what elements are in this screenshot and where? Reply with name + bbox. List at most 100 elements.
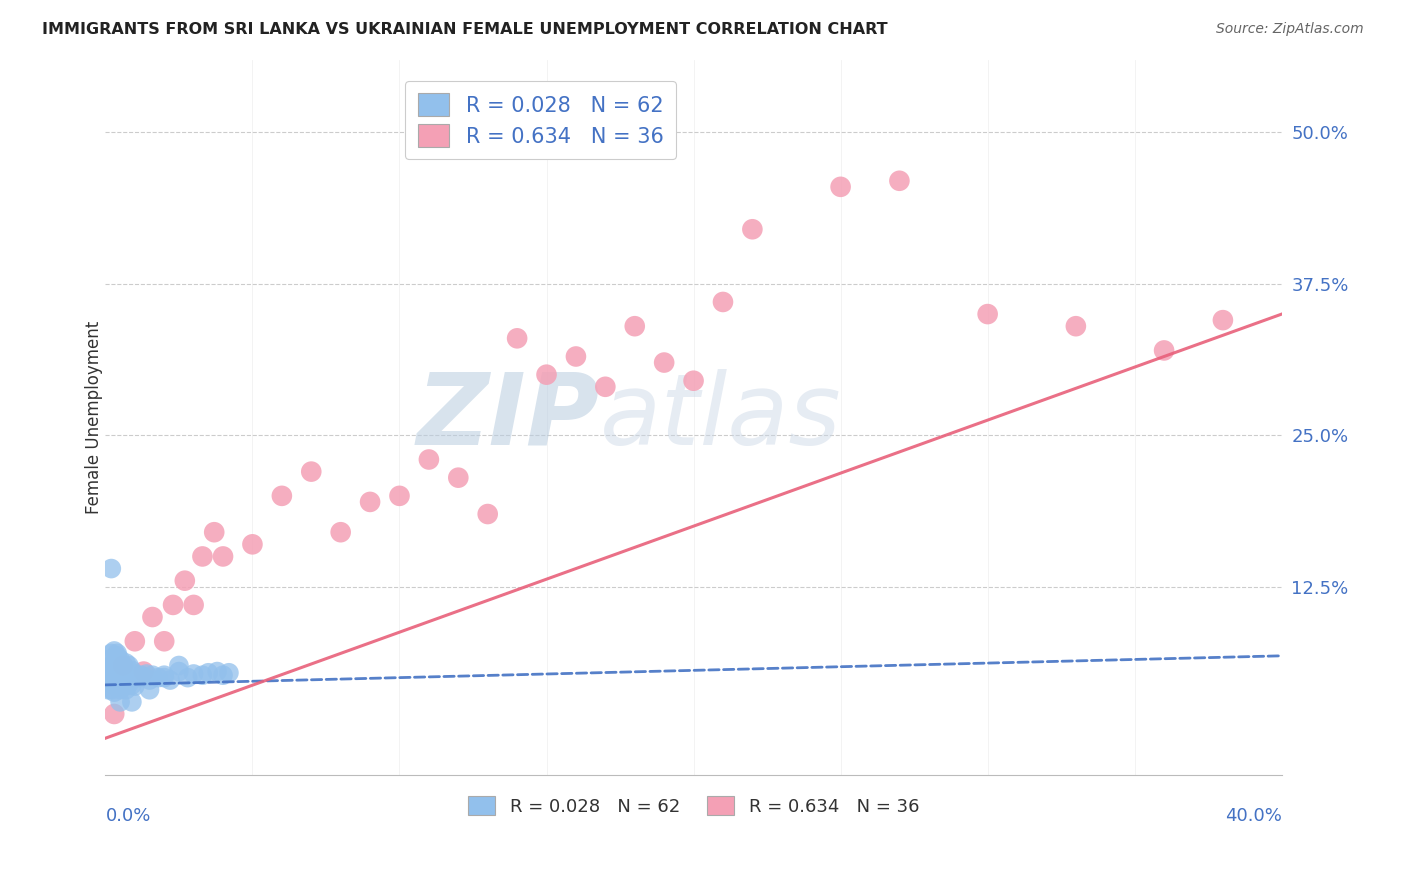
Point: [132, 665, 155, 679]
Point: [506, 331, 529, 345]
Point: [138, 673, 160, 687]
Point: [118, 658, 141, 673]
Point: [976, 307, 998, 321]
Point: [124, 671, 146, 685]
Point: [477, 507, 499, 521]
Point: [135, 667, 157, 681]
Point: [115, 665, 138, 680]
Point: [536, 368, 558, 382]
Point: [115, 682, 138, 697]
Point: [682, 374, 704, 388]
Point: [329, 525, 352, 540]
Point: [447, 471, 470, 485]
Point: [108, 695, 131, 709]
Point: [652, 355, 675, 369]
Point: [103, 706, 125, 721]
Point: [153, 671, 176, 685]
Point: [191, 668, 214, 682]
Point: [197, 665, 219, 680]
Point: [202, 525, 225, 540]
Point: [100, 658, 122, 673]
Point: [112, 671, 135, 685]
Point: [124, 667, 146, 681]
Point: [100, 682, 122, 697]
Point: [124, 679, 146, 693]
Text: ZIP: ZIP: [416, 368, 599, 466]
Point: [97, 665, 120, 679]
Point: [103, 673, 125, 687]
Point: [153, 668, 176, 682]
Point: [173, 574, 195, 588]
Point: [218, 665, 240, 680]
Point: [121, 664, 143, 678]
Point: [115, 656, 138, 670]
Point: [118, 676, 141, 690]
Point: [1064, 319, 1087, 334]
Point: [595, 380, 617, 394]
Point: [212, 549, 235, 564]
Point: [889, 174, 911, 188]
Point: [121, 678, 143, 692]
Point: [132, 669, 155, 683]
Point: [1153, 343, 1175, 358]
Point: [418, 452, 440, 467]
Point: [830, 179, 852, 194]
Point: [359, 495, 381, 509]
Point: [118, 665, 141, 679]
Point: [103, 685, 125, 699]
Point: [388, 489, 411, 503]
Point: [153, 634, 176, 648]
Point: [167, 658, 190, 673]
Point: [100, 671, 122, 685]
Text: 40.0%: 40.0%: [1225, 806, 1282, 825]
Point: [100, 676, 122, 690]
Point: [162, 598, 184, 612]
Point: [103, 644, 125, 658]
Point: [141, 668, 163, 682]
Point: [129, 668, 152, 682]
Point: [108, 671, 131, 685]
Point: [103, 665, 125, 679]
Point: [177, 671, 200, 685]
Point: [205, 665, 228, 679]
Point: [108, 661, 131, 675]
Point: [100, 647, 122, 661]
Text: IMMIGRANTS FROM SRI LANKA VS UKRAINIAN FEMALE UNEMPLOYMENT CORRELATION CHART: IMMIGRANTS FROM SRI LANKA VS UKRAINIAN F…: [42, 22, 887, 37]
Point: [623, 319, 645, 334]
Text: 0.0%: 0.0%: [105, 806, 150, 825]
Point: [105, 681, 128, 695]
Point: [108, 652, 131, 666]
Point: [270, 489, 292, 503]
Point: [112, 658, 135, 673]
Point: [100, 561, 122, 575]
Point: [112, 658, 135, 673]
Point: [103, 656, 125, 670]
Point: [97, 682, 120, 697]
Y-axis label: Female Unemployment: Female Unemployment: [86, 320, 103, 514]
Point: [711, 295, 734, 310]
Point: [105, 668, 128, 682]
Point: [112, 668, 135, 682]
Point: [103, 658, 125, 673]
Point: [1212, 313, 1234, 327]
Point: [105, 647, 128, 661]
Point: [108, 682, 131, 697]
Point: [741, 222, 763, 236]
Point: [183, 598, 205, 612]
Text: Source: ZipAtlas.com: Source: ZipAtlas.com: [1216, 22, 1364, 37]
Point: [191, 549, 214, 564]
Point: [183, 667, 205, 681]
Point: [141, 610, 163, 624]
Point: [242, 537, 264, 551]
Point: [105, 658, 128, 673]
Point: [127, 671, 149, 685]
Point: [124, 634, 146, 648]
Point: [212, 668, 235, 682]
Point: [105, 648, 128, 663]
Point: [138, 682, 160, 697]
Point: [121, 695, 143, 709]
Point: [97, 652, 120, 666]
Point: [148, 671, 170, 685]
Point: [299, 465, 322, 479]
Point: [167, 665, 190, 679]
